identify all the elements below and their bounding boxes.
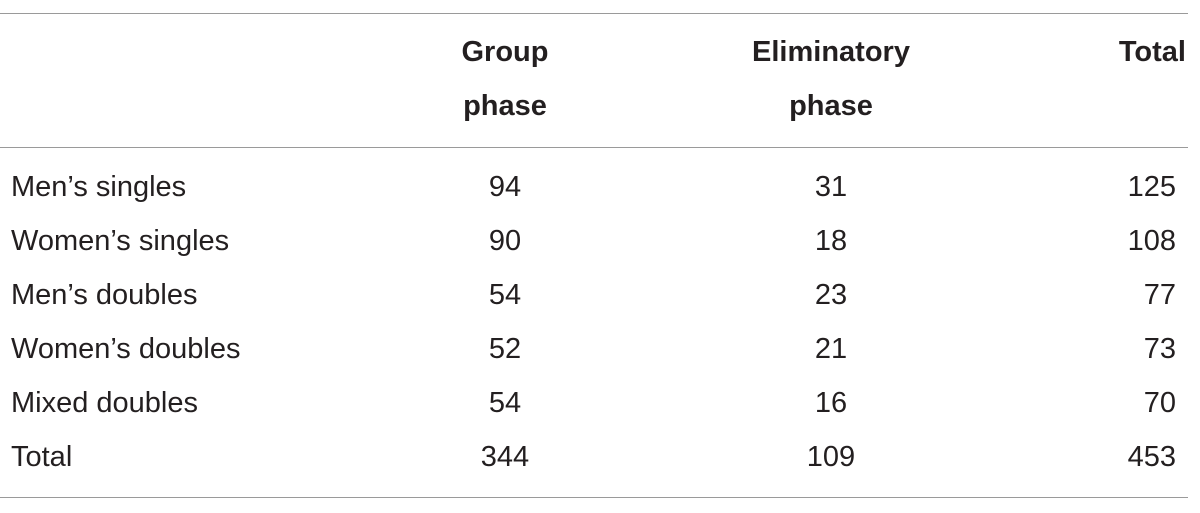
row-eliminatory-value: 16 xyxy=(814,387,848,419)
row-label: Mixed doubles xyxy=(11,387,198,419)
row-group-value: 344 xyxy=(480,441,530,473)
row-eliminatory-value: 18 xyxy=(814,225,848,257)
top-rule xyxy=(0,13,1188,14)
header-eliminatory-phase: Eliminatory phase xyxy=(731,25,931,133)
header-rule xyxy=(0,147,1188,148)
row-group-value: 54 xyxy=(488,279,522,311)
row-label: Men’s singles xyxy=(11,171,187,203)
row-label: Women’s singles xyxy=(11,225,230,257)
row-label: Women’s doubles xyxy=(11,333,241,365)
row-total-value: 77 xyxy=(1143,279,1176,311)
row-eliminatory-value: 31 xyxy=(814,171,848,203)
header-group-phase-line-1: Group xyxy=(461,36,549,68)
header-group-phase-line-2: phase xyxy=(463,90,547,122)
row-eliminatory-value: 23 xyxy=(814,279,848,311)
row-total-value: 125 xyxy=(1127,171,1176,203)
header-group-phase: Group phase xyxy=(405,25,605,133)
row-total-value: 453 xyxy=(1127,441,1176,473)
header-total: Total xyxy=(1118,36,1186,68)
header-eliminatory-phase-line-1: Eliminatory xyxy=(752,36,910,68)
bottom-rule xyxy=(0,497,1188,498)
row-group-value: 52 xyxy=(488,333,522,365)
row-group-value: 90 xyxy=(488,225,522,257)
row-total-value: 108 xyxy=(1127,225,1176,257)
row-total-value: 73 xyxy=(1143,333,1176,365)
row-group-value: 94 xyxy=(488,171,522,203)
header-eliminatory-phase-line-2: phase xyxy=(789,90,873,122)
row-label: Men’s doubles xyxy=(11,279,198,311)
row-group-value: 54 xyxy=(488,387,522,419)
row-eliminatory-value: 109 xyxy=(806,441,856,473)
row-label: Total xyxy=(11,441,73,473)
row-total-value: 70 xyxy=(1143,387,1176,419)
row-eliminatory-value: 21 xyxy=(814,333,848,365)
